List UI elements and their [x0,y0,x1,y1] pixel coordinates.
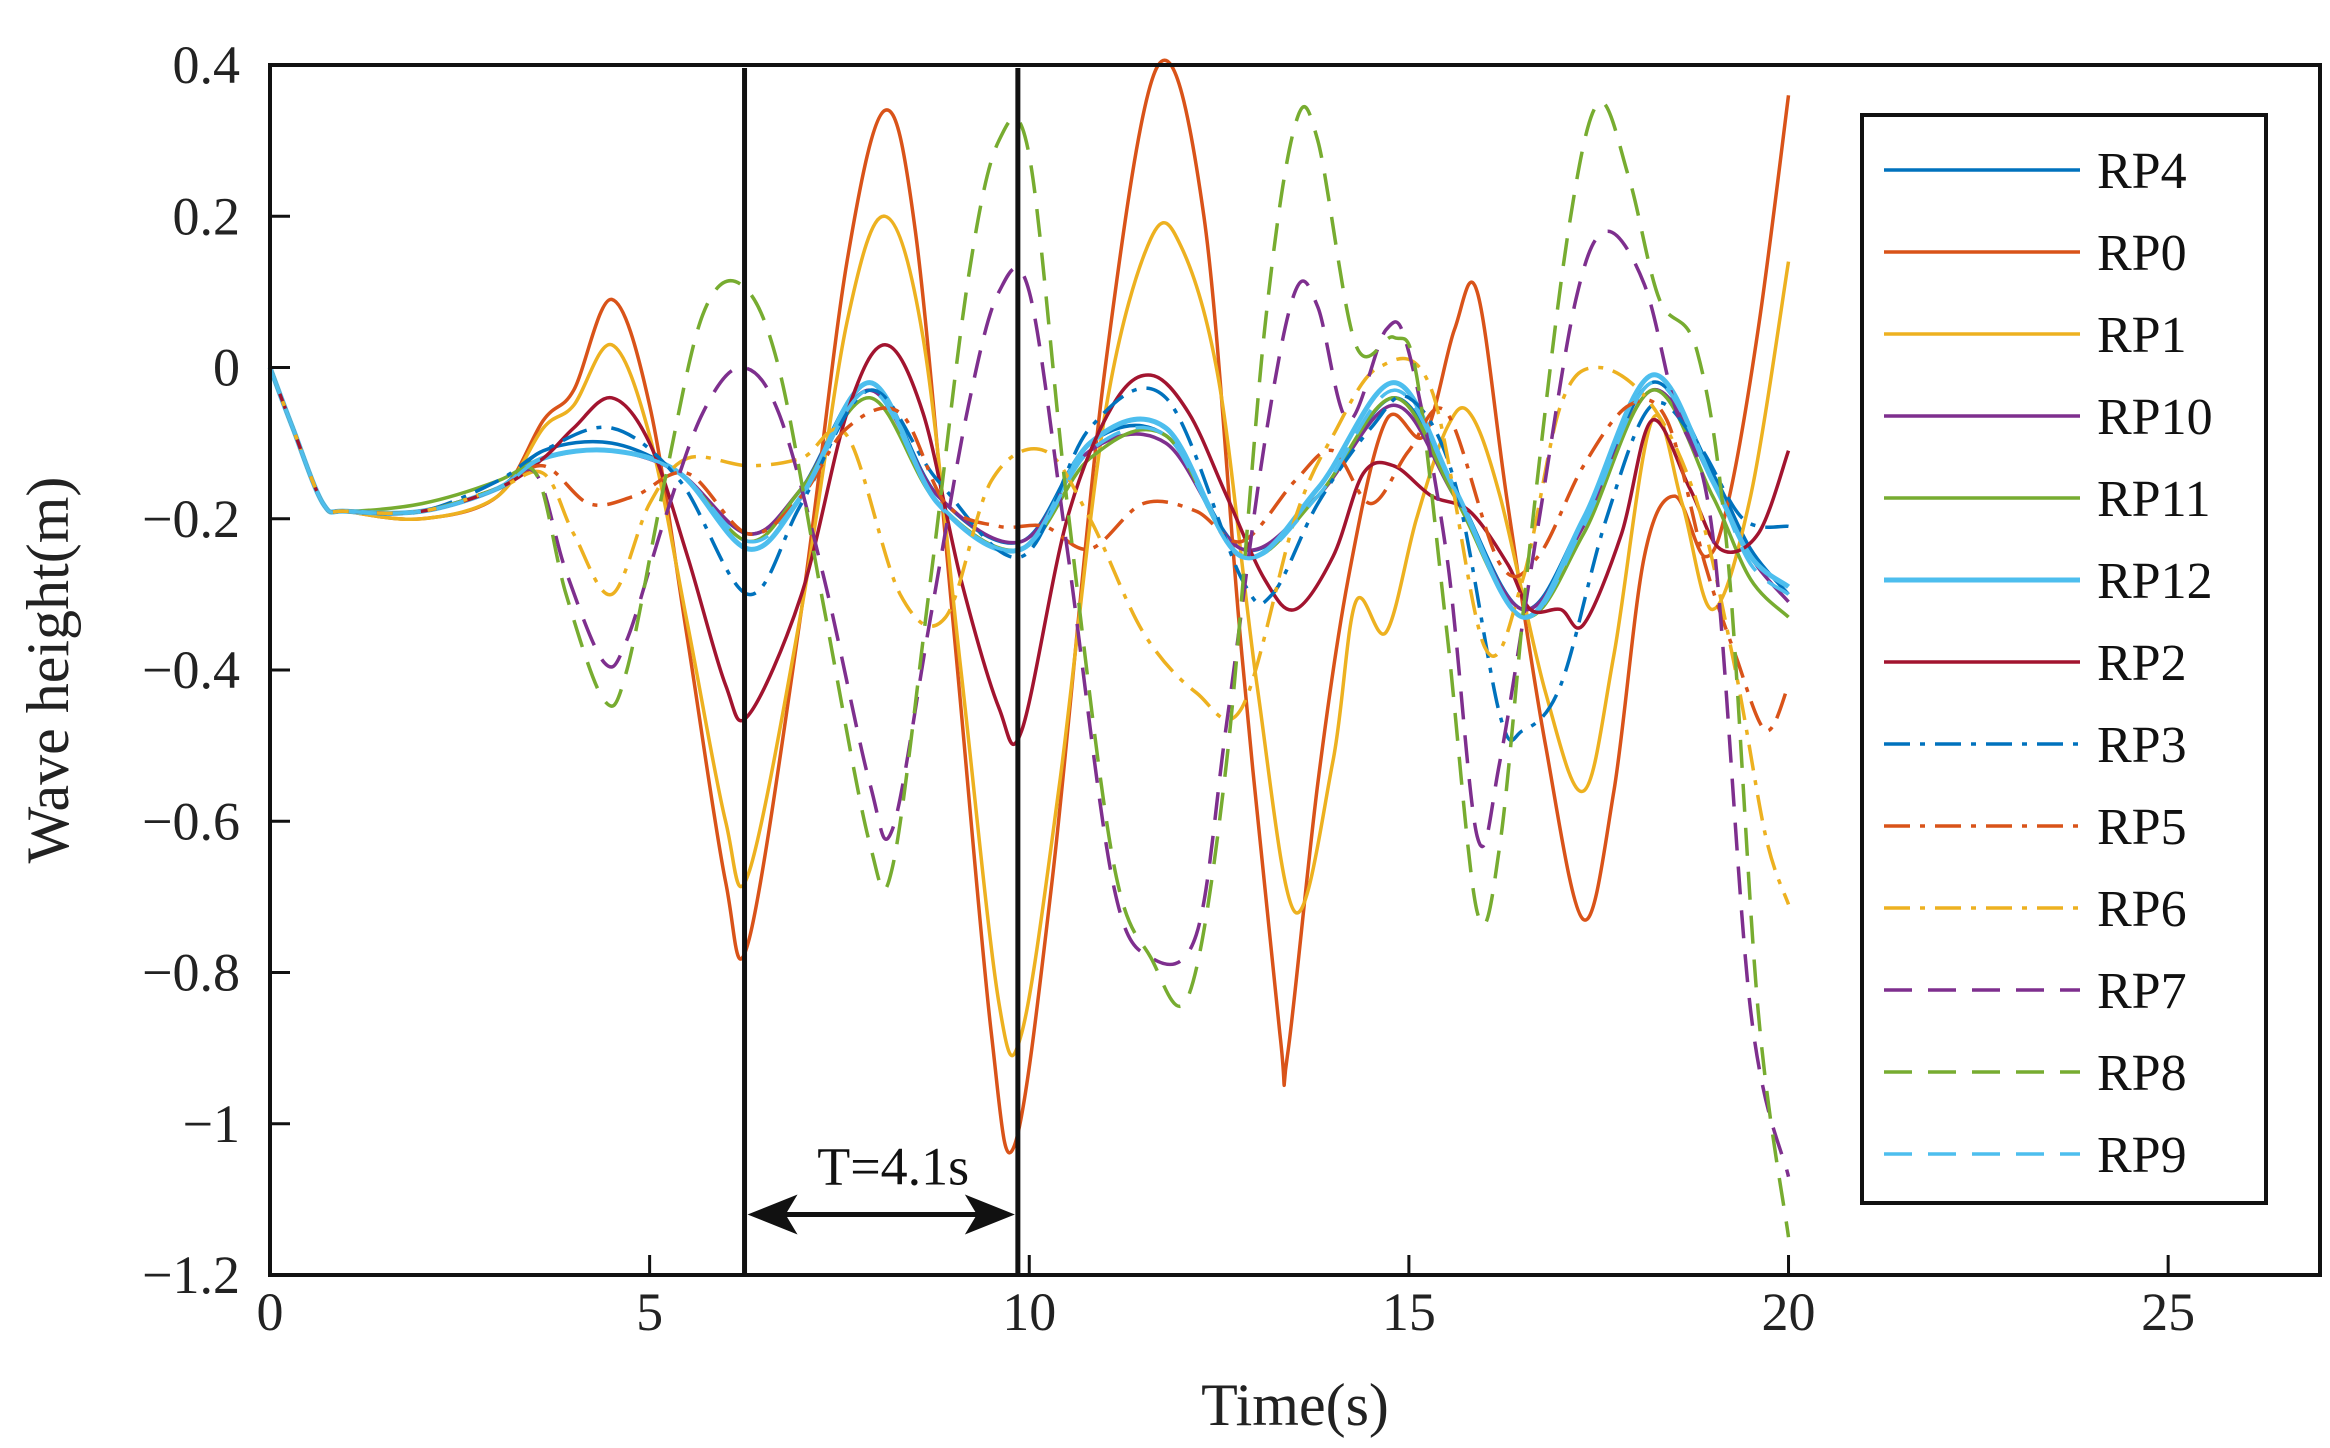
y-tick-label: −0.4 [142,640,240,700]
period-annotation-text: T=4.1s [817,1137,969,1197]
legend-label-rp0: RP0 [2097,225,2187,282]
legend-label-rp7: RP7 [2097,963,2187,1020]
x-tick-label: 25 [2141,1282,2195,1342]
legend-label-rp11: RP11 [2097,471,2211,528]
y-tick-label: 0 [213,338,240,398]
legend-label-rp6: RP6 [2097,881,2187,938]
series-line-rp7 [268,229,1791,1178]
y-tick-label: −1.2 [142,1245,240,1305]
y-tick-label: −1 [183,1094,240,1154]
axis-ticks: 0 5 10 15 20 25 0.4 0.2 0 −0.2 −0.4 −0.6 −0.8 −1 −1.2 [142,35,2195,1342]
legend-label-rp9: RP9 [2097,1127,2187,1184]
legend-label-rp3: RP3 [2097,717,2187,774]
y-tick-label: −0.8 [142,943,240,1003]
legend-label-rp5: RP5 [2097,799,2187,856]
x-axis-label: Time(s) [1201,1372,1389,1438]
legend-label-rp1: RP1 [2097,307,2187,364]
legend-label-rp12: RP12 [2097,553,2213,610]
legend-label-rp8: RP8 [2097,1045,2187,1102]
y-axis-label: Wave height(m) [15,477,81,864]
x-tick-label: 0 [257,1282,284,1342]
legend: RP4 RP0 RP1 RP10 RP11 RP12 RP2 RP3 RP5 RP6 RP7 RP8 R… [1860,113,2268,1205]
x-tick-label: 15 [1382,1282,1436,1342]
series-line-rp6 [268,356,1791,905]
y-tick-label: −0.2 [142,489,240,549]
x-tick-label: 5 [636,1282,663,1342]
series-layer [267,58,1791,1238]
series-line-rp9 [268,366,1790,620]
series-line-rp1 [268,214,1791,1058]
legend-box [1860,113,2268,1205]
period-arrow-head-left [747,1194,798,1235]
y-tick-label: 0.2 [173,186,241,246]
legend-label-rp10: RP10 [2097,389,2213,446]
period-arrow-head-right [964,1194,1015,1235]
period-annotation: T=4.1s [742,68,1021,1275]
series-line-rp3 [268,366,1789,743]
series-line-rp5 [268,366,1791,733]
legend-label-rp2: RP2 [2097,635,2187,692]
x-tick-label: 10 [1002,1282,1056,1342]
y-tick-label: 0.4 [173,35,241,95]
x-tick-label: 20 [1762,1282,1816,1342]
legend-label-rp4: RP4 [2097,143,2187,200]
series-line-rp11 [268,366,1790,620]
series-line-rp2 [268,343,1791,747]
series-line-rp8 [268,100,1791,1238]
y-tick-label: −0.6 [142,791,240,851]
